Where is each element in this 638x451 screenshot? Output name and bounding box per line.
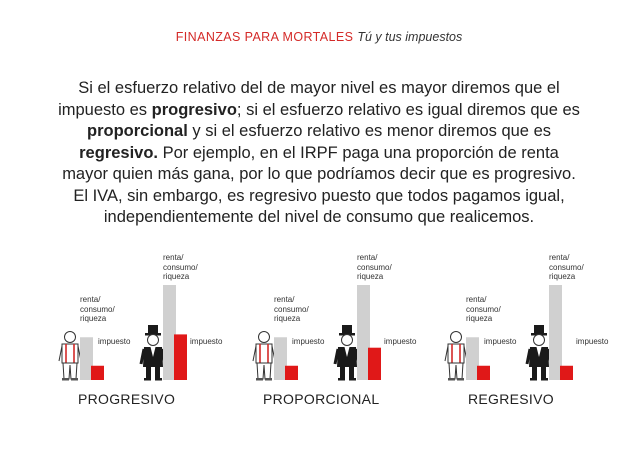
para-text-1: Si el esfuerzo relativo del de mayor niv… <box>58 79 560 119</box>
term-proporcional: proporcional <box>86 122 188 140</box>
high-income-base-label: renta/consumo/riqueza <box>357 253 392 281</box>
low-income-tax-bar <box>477 365 490 380</box>
header-subtitle: Tú y tus impuestos <box>357 30 463 44</box>
low-income-base-bar <box>80 337 93 380</box>
panel-graphic <box>252 285 381 381</box>
low-income-base-bar <box>466 337 479 380</box>
high-income-tax-label: impuesto <box>384 337 417 346</box>
poor-man-figure <box>444 331 468 381</box>
panel-caption: PROGRESIVO <box>78 391 176 407</box>
panel-regresivo: renta/consumo/riqueza impuesto renta/consu… <box>444 245 634 415</box>
low-income-tax-label: impuesto <box>98 337 131 346</box>
low-income-tax-bar <box>285 365 298 380</box>
term-regresivo: regresivo. <box>79 143 159 162</box>
high-income-tax-label: impuesto <box>190 337 223 346</box>
high-income-tax-label: impuesto <box>576 337 609 346</box>
panel-proporcional: renta/consumo/riqueza impuesto renta/consu… <box>252 245 442 415</box>
page-header: FINANZAS PARA MORTALES Tú y tus impuestos <box>0 30 638 44</box>
term-progresivo: progresivo <box>151 100 237 119</box>
high-income-base-label: renta/consumo/riqueza <box>163 253 198 281</box>
poor-man-figure <box>252 331 276 381</box>
low-income-tax-bar <box>91 365 104 380</box>
high-income-tax-bar <box>368 347 381 380</box>
low-income-base-bar <box>274 337 287 380</box>
poor-man-figure <box>58 331 82 381</box>
high-income-tax-bar <box>560 365 573 380</box>
rich-man-figure <box>525 325 553 381</box>
para-text-2: ; si el esfuerzo relativo es igual direm… <box>236 100 580 119</box>
brand-title: FINANZAS PARA MORTALES <box>175 30 354 44</box>
high-income-base-bar <box>357 285 370 380</box>
high-income-base-bar <box>549 285 562 380</box>
high-income-base-label: renta/consumo/riqueza <box>549 253 584 281</box>
rich-man-figure <box>139 325 167 381</box>
high-income-base-bar <box>163 285 176 380</box>
rich-man-figure <box>333 325 361 381</box>
low-income-base-label: renta/consumo/riqueza <box>80 295 115 324</box>
panel-caption: REGRESIVO <box>468 391 554 407</box>
explanation-paragraph: Si el esfuerzo relativo del de mayor niv… <box>55 78 583 229</box>
low-income-tax-label: impuesto <box>292 337 325 346</box>
para-text-3: y si el esfuerzo relativo es menor direm… <box>187 122 551 140</box>
panel-caption: PROPORCIONAL <box>263 391 380 407</box>
panel-graphic <box>444 285 573 381</box>
panel-progresivo: renta/consumo/riqueza impuesto renta/consu… <box>58 245 248 415</box>
low-income-base-label: renta/consumo/riqueza <box>274 295 309 324</box>
low-income-tax-label: impuesto <box>484 337 517 346</box>
high-income-tax-bar <box>174 334 187 380</box>
low-income-base-label: renta/consumo/riqueza <box>466 295 501 324</box>
panel-graphic <box>58 285 187 381</box>
para-text-4: Por ejemplo, en el IRPF paga una proporc… <box>62 143 576 227</box>
